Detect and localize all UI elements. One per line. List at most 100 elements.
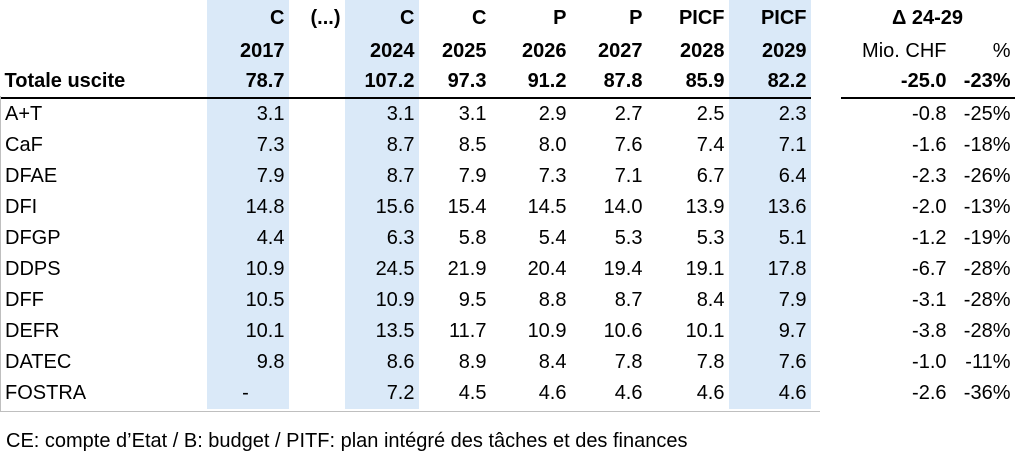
header-type-2028: PICF [678, 7, 725, 29]
header-unit-percent: % [992, 40, 1011, 62]
cell-2025: 7.9 [458, 165, 487, 187]
cell-delta-pct: -25% [963, 103, 1011, 125]
cell-2017: 7.3 [206, 130, 289, 161]
header-year-2026: 2026 [522, 40, 567, 62]
cell-delta-abs: -2.3 [912, 165, 947, 187]
cell-2028: 2.5 [696, 103, 725, 125]
cell-2027: 7.8 [614, 351, 643, 373]
cell-2029: 7.9 [728, 285, 811, 316]
header-year-2028: 2028 [680, 40, 725, 62]
table-row: A+T 3.1 3.1 3.1 2.9 2.7 2.5 2.3 -0.8 -25… [0, 98, 1015, 130]
cell-gap [810, 316, 841, 347]
cell-2028: 5.3 [696, 227, 725, 249]
cell-2017: 7.9 [206, 161, 289, 192]
cell-2024: 8.7 [344, 161, 419, 192]
cell-ellipsis [289, 378, 345, 409]
cell-2017: 3.1 [206, 98, 289, 130]
cell-2024: 10.9 [344, 285, 419, 316]
total-2025: 97.3 [418, 66, 491, 99]
header-cell [1, 36, 207, 66]
cell-2025: 8.5 [458, 134, 487, 156]
table-row: DFGP 4.4 6.3 5.8 5.4 5.3 5.3 5.1 -1.2 -1… [0, 223, 1015, 254]
table-row: DFF 10.5 10.9 9.5 8.8 8.7 8.4 7.9 -3.1 -… [0, 285, 1015, 316]
row-label: DFGP [0, 223, 207, 254]
cell-2028: 19.1 [685, 258, 725, 280]
cell-2024: 13.5 [344, 316, 419, 347]
cell-delta-pct: -36% [963, 382, 1011, 404]
cell-delta-pct: -28% [963, 258, 1011, 280]
cell-2017: 10.9 [206, 254, 289, 285]
header-gap [810, 0, 841, 36]
cell-delta-abs: -2.6 [912, 382, 947, 404]
cell-2025: 5.8 [458, 227, 487, 249]
header-type-row: C (...) C C P P PICF PICF Δ 24-29 [1, 0, 1015, 36]
header-type-2026: P [553, 7, 567, 29]
cell-2028: 7.8 [696, 351, 725, 373]
cell-2029: 7.6 [728, 347, 811, 378]
cell-2017: 10.5 [206, 285, 289, 316]
cell-delta-abs: -1.2 [912, 227, 947, 249]
total-delta-pct: -23% [950, 66, 1015, 99]
total-2017: 78.7 [206, 66, 289, 99]
cell-2025: 8.9 [458, 351, 487, 373]
row-label: FOSTRA [0, 378, 207, 409]
cell-2025: 15.4 [447, 196, 487, 218]
header-year-row: 2017 2024 2025 2026 2027 2028 2029 Mio. … [1, 36, 1015, 66]
cell-delta-pct: -28% [963, 289, 1011, 311]
cell-2028: 10.1 [685, 320, 725, 342]
row-label: DFF [0, 285, 207, 316]
total-gap [810, 66, 841, 98]
cell-delta-pct: -19% [963, 227, 1011, 249]
total-label: Totale uscite [0, 66, 207, 99]
cell-2027: 5.3 [614, 227, 643, 249]
cell-2027: 7.6 [614, 134, 643, 156]
cell-gap [810, 98, 841, 130]
cell-2017: 14.8 [206, 192, 289, 223]
header-cell [1, 0, 207, 36]
cell-delta-abs: -2.0 [912, 196, 947, 218]
row-label: DATEC [0, 347, 207, 378]
cell-2028: 8.4 [696, 289, 725, 311]
cell-delta-abs: -3.1 [912, 289, 947, 311]
cell-2017: 9.8 [206, 347, 289, 378]
cell-2028: 4.6 [696, 382, 725, 404]
cell-2017: 4.4 [206, 223, 289, 254]
cell-2028: 6.7 [696, 165, 725, 187]
total-delta-abs: -25.0 [840, 66, 951, 99]
cell-delta-pct: -11% [965, 351, 1011, 373]
cell-2027: 10.6 [603, 320, 643, 342]
cell-gap [810, 130, 841, 161]
cell-ellipsis [289, 316, 345, 347]
table-row: DFAE 7.9 8.7 7.9 7.3 7.1 6.7 6.4 -2.3 -2… [0, 161, 1015, 192]
header-year-2027: 2027 [598, 40, 643, 62]
cell-ellipsis [289, 347, 345, 378]
row-label: CaF [0, 130, 207, 161]
cell-2024: 15.6 [344, 192, 419, 223]
header-delta: Δ 24-29 [891, 7, 964, 29]
cell-gap [810, 347, 841, 378]
header-year-gap [289, 36, 345, 66]
frame-left-border [0, 96, 1, 412]
cell-gap [810, 254, 841, 285]
header-type-2017: C [206, 0, 289, 36]
cell-2029: 9.7 [728, 316, 811, 347]
cell-2026: 8.0 [538, 134, 567, 156]
cell-2024: 8.7 [344, 130, 419, 161]
footnote: CE: compte d’Etat / B: budget / PITF: pl… [6, 430, 688, 452]
cell-2026: 4.6 [538, 382, 567, 404]
row-label: A+T [0, 98, 207, 130]
cell-2025: 9.5 [458, 289, 487, 311]
cell-gap [810, 192, 841, 223]
cell-2029: 7.1 [728, 130, 811, 161]
cell-delta-abs: -1.6 [912, 134, 947, 156]
cell-2027: 19.4 [603, 258, 643, 280]
cell-gap [810, 378, 841, 409]
cell-2026: 8.4 [538, 351, 567, 373]
total-2026: 91.2 [490, 66, 571, 99]
header-year-2029: 2029 [728, 36, 811, 66]
header-type-ellipsis: (...) [310, 7, 341, 29]
cell-delta-pct: -13% [963, 196, 1011, 218]
cell-delta-abs: -3.8 [912, 320, 947, 342]
header-year-2017: 2017 [206, 36, 289, 66]
cell-delta-abs: -6.7 [912, 258, 947, 280]
